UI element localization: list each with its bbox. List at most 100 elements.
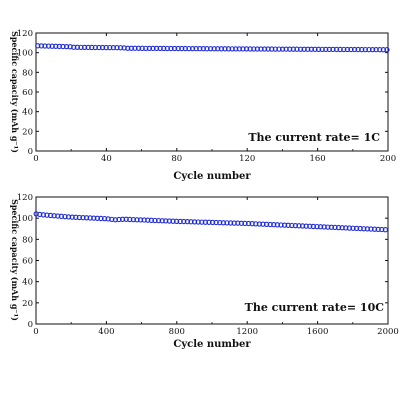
rate-annotation: The current rate= 1C xyxy=(248,131,380,144)
data-point xyxy=(175,45,181,52)
data-point xyxy=(272,46,279,52)
data-point xyxy=(377,47,383,53)
data-point xyxy=(379,226,385,233)
data-point xyxy=(157,45,163,52)
data-point xyxy=(44,212,50,218)
data-point xyxy=(253,221,259,227)
data-point xyxy=(58,213,65,219)
data-point xyxy=(276,46,282,52)
data-point xyxy=(344,46,351,53)
y-tick-label: 80 xyxy=(22,68,33,78)
data-point xyxy=(145,217,151,223)
data-point xyxy=(220,220,227,226)
y-tick-label: 60 xyxy=(22,88,33,98)
data-point xyxy=(209,219,216,226)
data-point xyxy=(236,46,243,52)
data-point xyxy=(299,223,306,229)
data-point xyxy=(213,219,219,226)
data-point xyxy=(211,46,217,52)
x-tick-label: 120 xyxy=(239,154,255,164)
data-point xyxy=(206,219,212,225)
data-point xyxy=(199,219,205,225)
y-tick-label: 40 xyxy=(22,108,33,118)
data-point xyxy=(256,221,263,227)
data-point xyxy=(105,216,111,222)
data-point xyxy=(380,47,387,53)
data-point xyxy=(343,225,349,231)
data-point xyxy=(325,224,331,230)
data-point xyxy=(37,211,43,218)
data-point xyxy=(222,46,228,52)
data-point xyxy=(121,45,127,51)
data-point xyxy=(33,211,39,217)
data-point xyxy=(42,43,48,49)
data-point xyxy=(103,44,109,51)
data-point xyxy=(351,46,358,53)
data-point xyxy=(132,45,138,51)
data-point xyxy=(94,215,101,221)
data-point xyxy=(177,218,183,225)
data-point xyxy=(285,222,291,228)
data-point xyxy=(110,45,117,51)
data-point xyxy=(235,220,241,226)
y-ticks: 0 20 40 60 80 100 120 xyxy=(17,193,388,330)
x-tick-label: 1200 xyxy=(236,327,258,337)
data-point xyxy=(289,222,295,229)
data-point xyxy=(301,46,307,52)
data-point xyxy=(242,220,248,227)
data-point xyxy=(357,225,363,232)
data-point xyxy=(143,45,149,51)
data-point xyxy=(323,46,329,53)
data-point xyxy=(233,46,239,52)
data-point xyxy=(341,46,347,53)
data-point xyxy=(332,224,338,231)
x-tick-label: 40 xyxy=(101,154,112,164)
data-point xyxy=(265,46,271,52)
data-point xyxy=(283,46,289,52)
data-point xyxy=(188,219,194,225)
data-point xyxy=(312,46,318,52)
data-point xyxy=(279,46,286,52)
data-point xyxy=(243,46,250,52)
data-point xyxy=(225,46,232,52)
data-point xyxy=(159,218,165,224)
y-tick-label: 20 xyxy=(22,299,33,309)
data-point xyxy=(260,221,266,227)
data-point xyxy=(348,46,354,53)
y-tick-label: 120 xyxy=(17,29,33,39)
data-point xyxy=(384,47,390,53)
data-point xyxy=(227,220,234,226)
data-point xyxy=(146,45,153,52)
data-point xyxy=(152,217,158,224)
y-tick-label: 20 xyxy=(22,127,33,137)
data-point xyxy=(150,45,156,52)
data-point xyxy=(373,47,379,53)
data-point xyxy=(281,222,288,228)
data-point xyxy=(141,217,147,223)
data-point xyxy=(278,222,284,228)
data-point xyxy=(85,44,91,51)
y-ticks: 0 20 40 60 80 100 120 xyxy=(17,29,388,157)
data-point xyxy=(53,43,59,49)
data-point xyxy=(45,43,52,49)
data-points xyxy=(33,211,389,233)
data-point xyxy=(263,221,270,227)
data-point xyxy=(76,214,83,221)
data-point xyxy=(107,44,113,51)
data-point xyxy=(153,45,160,52)
data-point xyxy=(355,46,361,53)
data-point xyxy=(335,224,342,231)
data-point xyxy=(346,225,353,231)
data-point xyxy=(182,45,189,52)
data-point xyxy=(49,43,55,49)
data-point xyxy=(292,222,299,229)
rate-annotation: The current rate= 10C xyxy=(245,301,385,314)
data-point xyxy=(73,214,79,220)
data-point xyxy=(204,46,210,52)
data-point xyxy=(161,45,167,52)
y-tick-label: 0 xyxy=(28,147,33,157)
data-point xyxy=(247,46,253,52)
data-point xyxy=(193,45,199,52)
data-point xyxy=(63,43,70,50)
data-point xyxy=(297,46,304,52)
